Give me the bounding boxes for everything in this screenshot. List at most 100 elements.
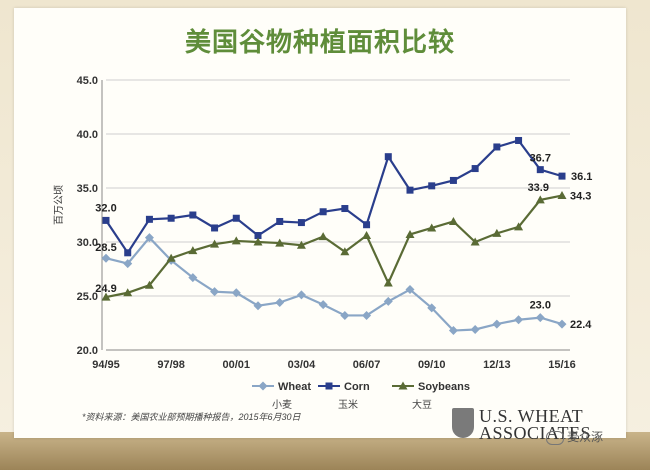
data-point: [383, 296, 393, 306]
data-point: [427, 223, 437, 232]
data-point: [405, 285, 415, 295]
data-point: [363, 221, 371, 229]
y-tick-label: 30.0: [77, 237, 98, 249]
legend-sublabel: 玉米: [338, 398, 358, 411]
data-point: [145, 215, 153, 223]
data-point: [340, 247, 350, 256]
data-point: [258, 381, 268, 391]
data-point: [210, 239, 220, 248]
x-tick-label: 03/04: [288, 359, 316, 371]
data-label: 36.7: [530, 153, 551, 165]
data-point: [558, 172, 566, 180]
data-point: [428, 182, 436, 190]
y-tick-label: 45.0: [77, 75, 98, 87]
legend-entry-corn: Corn 玉米: [318, 381, 370, 411]
y-axis-label: 百万公顷: [53, 185, 65, 225]
data-point: [189, 211, 197, 219]
legend-entry-soybeans: Soybeans 大豆: [392, 381, 470, 411]
data-point: [384, 153, 392, 161]
data-point: [471, 165, 479, 173]
legend-label: Wheat: [278, 381, 311, 393]
data-point: [166, 253, 176, 262]
legend-label: Corn: [344, 381, 370, 393]
data-point: [470, 324, 480, 334]
legend-sublabel: 大豆: [412, 398, 432, 411]
data-point: [319, 208, 327, 216]
chart-title: 美国谷物种植面积比较: [184, 28, 455, 58]
data-point: [210, 287, 220, 297]
us-wheat-logo: U.S. WHEAT ASSOCIATES: [452, 404, 602, 446]
data-label: 32.0: [95, 202, 116, 214]
data-point: [536, 166, 544, 174]
x-tick-label: 15/16: [548, 359, 576, 371]
data-point: [514, 222, 524, 231]
data-label: 36.1: [571, 171, 592, 183]
data-label: 28.5: [95, 242, 116, 254]
data-point: [514, 315, 524, 325]
legend-label: Soybeans: [418, 381, 470, 393]
data-point: [167, 214, 175, 222]
logo-text-line2: ASSOCIATES: [479, 423, 592, 443]
y-tick-label: 25.0: [77, 291, 98, 303]
data-point: [253, 237, 263, 246]
data-point: [557, 191, 567, 200]
data-point: [318, 232, 328, 241]
logo-text-line1: U.S. WHEAT: [479, 406, 584, 426]
data-point: [296, 240, 306, 249]
x-tick-label: 06/07: [353, 359, 381, 371]
data-point: [515, 136, 523, 144]
data-point: [254, 232, 262, 240]
data-point: [383, 278, 393, 287]
data-point: [318, 300, 328, 310]
data-point: [144, 233, 154, 243]
data-point: [449, 176, 457, 184]
series-soybeans: [101, 191, 567, 301]
series-line: [105, 139, 563, 255]
x-tick-label: 12/13: [483, 359, 511, 371]
data-point: [535, 313, 545, 323]
data-label: 33.9: [528, 182, 549, 194]
chat-bubble-icon: [546, 430, 564, 445]
data-point: [101, 292, 111, 301]
series-wheat: [101, 233, 567, 336]
data-point: [231, 236, 241, 245]
data-point: [398, 381, 408, 390]
data-point: [492, 319, 502, 329]
data-point: [231, 288, 241, 298]
data-point: [276, 217, 284, 225]
data-point: [493, 143, 501, 151]
x-tick-label: 00/01: [223, 359, 251, 371]
x-tick-label: 97/98: [157, 359, 185, 371]
data-point: [232, 214, 240, 222]
data-point: [448, 326, 458, 336]
series-line: [105, 236, 563, 332]
x-tick-label: 09/10: [418, 359, 446, 371]
data-point: [557, 319, 567, 329]
decorative-strip: [0, 432, 650, 470]
data-point: [253, 301, 263, 311]
data-label: 34.3: [570, 191, 591, 203]
data-point: [102, 216, 110, 224]
data-point: [405, 229, 415, 238]
data-label: 22.4: [570, 319, 592, 331]
y-tick-label: 35.0: [77, 183, 98, 195]
data-point: [296, 290, 306, 300]
data-label: 24.9: [95, 283, 116, 295]
data-point: [144, 280, 154, 289]
watermark: 麦众涿: [546, 428, 603, 445]
data-point: [341, 205, 349, 213]
data-point: [535, 195, 545, 204]
data-point: [340, 310, 350, 320]
data-point: [362, 310, 372, 320]
data-point: [427, 303, 437, 313]
data-point: [124, 249, 132, 257]
data-point: [297, 219, 305, 227]
data-point: [101, 253, 111, 263]
y-tick-label: 20.0: [77, 345, 98, 357]
data-point: [448, 216, 458, 225]
data-label: 23.0: [530, 300, 551, 312]
data-point: [123, 288, 133, 297]
watermark-text: 麦众涿: [567, 430, 604, 444]
data-point: [211, 224, 219, 232]
data-point: [275, 238, 285, 247]
